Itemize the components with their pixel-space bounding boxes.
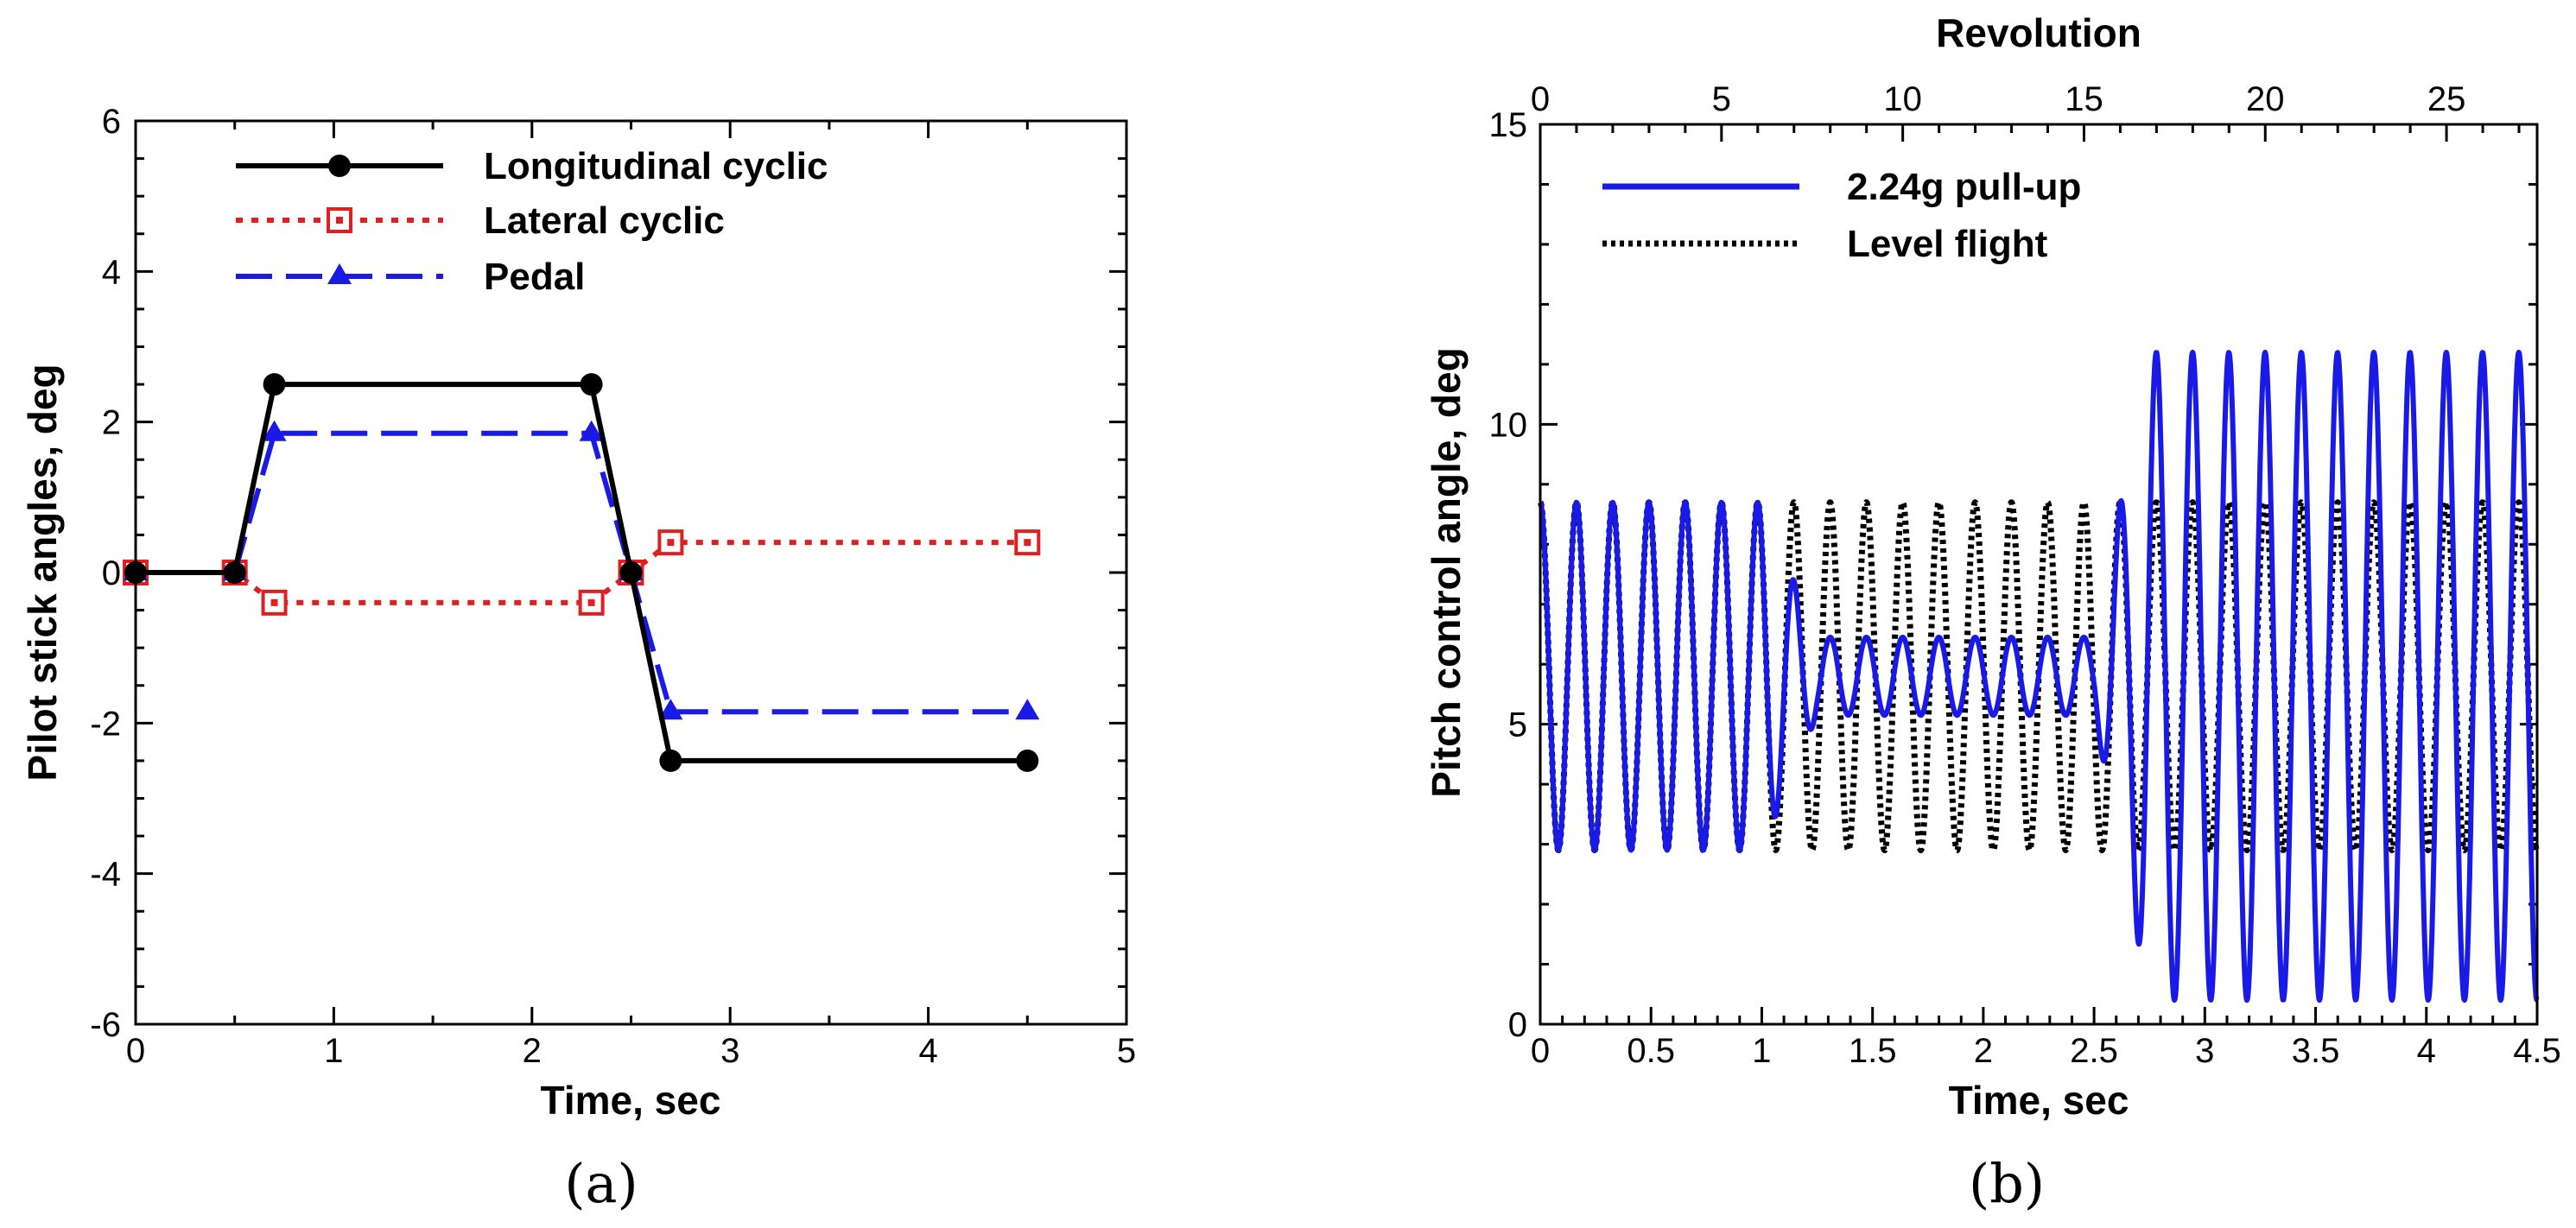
- panel-b-top-x-axis-title: Revolution: [1936, 10, 2141, 55]
- panel-b-y-tick-labels: 0 5 10 15: [1489, 106, 1528, 1044]
- legend-label-pedal: Pedal: [484, 256, 585, 298]
- data-point-lateral-cyclic-dot: [587, 598, 595, 606]
- panel-a-x-tick-label: 0: [126, 1032, 145, 1070]
- panel-b-series: [1537, 350, 2540, 1003]
- series-line-2-24g-pull-up: [1538, 350, 2540, 1003]
- data-point-lateral-cyclic-dot: [270, 598, 278, 606]
- legend-label-pull-up: 2.24g pull-up: [1847, 166, 2081, 208]
- data-point-pedal: [658, 699, 683, 720]
- panel-a-x-tick-label: 1: [324, 1032, 343, 1070]
- panel-a-y-tick-label: 0: [102, 554, 121, 592]
- panel-b-x-tick-label: 2: [1974, 1032, 1993, 1070]
- panel-a-y-axis-title: Pilot stick angles, deg: [20, 364, 65, 781]
- panel-a-label: (a): [564, 1152, 638, 1215]
- panel-b-top-x-tick-label: 10: [1883, 80, 1922, 118]
- data-point-pedal: [579, 420, 604, 441]
- panel-a-y-tick-label: 6: [102, 103, 121, 141]
- panel-a-x-tick-label: 4: [918, 1032, 937, 1070]
- panel-a-chart: 0 1 2 3 4 5 -6 -4 -2 0 2 4 6 Time, sec P…: [20, 103, 1136, 1123]
- panel-a-y-tick-label: -2: [90, 705, 121, 743]
- panel-a-y-tick-label: -4: [90, 856, 121, 894]
- panel-b-x-tick-label: 4.5: [2513, 1032, 2561, 1070]
- data-point-longitudinal-cyclic: [223, 561, 246, 584]
- panel-b-x-tick-label: 4: [2417, 1032, 2436, 1070]
- panel-a-frame: [134, 119, 1128, 1026]
- panel-b-x-tick-label: 3: [2195, 1032, 2214, 1070]
- panel-b-top-x-tick-label: 5: [1712, 80, 1731, 118]
- panel-b-top-x-tick-label: 25: [2427, 80, 2466, 118]
- panel-a-x-axis-title: Time, sec: [541, 1078, 721, 1123]
- panel-b-frame: [1539, 123, 2539, 1026]
- data-point-longitudinal-cyclic: [659, 749, 682, 772]
- panel-a-y-tick-label: -6: [90, 1006, 121, 1044]
- data-point-pedal: [262, 420, 287, 441]
- panel-b-chart: 0 0.5 1 1.5 2 2.5 3 3.5 4 4.5 0 5 10 15 …: [1424, 10, 2561, 1123]
- panel-b-x-tick-label: 1: [1752, 1032, 1771, 1070]
- panel-b-x-tick-label: 3.5: [2292, 1032, 2340, 1070]
- legend-marker-longitudinal-cyclic: [328, 155, 351, 177]
- panel-b-label: (b): [1969, 1152, 2045, 1215]
- data-point-longitudinal-cyclic: [1016, 749, 1039, 772]
- legend-marker-lateral-cyclic: [327, 207, 352, 233]
- panel-a-x-tick-label: 3: [720, 1032, 739, 1070]
- legend-marker-lateral-cyclic-dot: [336, 217, 343, 224]
- data-point-longitudinal-cyclic: [263, 373, 286, 396]
- panel-b-y-tick-label: 0: [1508, 1006, 1527, 1044]
- panel-a-y-tick-label: 2: [102, 404, 121, 442]
- panel-a-y-tick-labels: -6 -4 -2 0 2 4 6: [90, 103, 121, 1044]
- panel-a-x-tick-label: 5: [1117, 1032, 1136, 1070]
- panel-b-top-x-tick-label: 15: [2065, 80, 2103, 118]
- panel-a-x-tick-labels: 0 1 2 3 4 5: [126, 1032, 1136, 1070]
- legend-label-level-flight: Level flight: [1847, 223, 2048, 265]
- panel-b-y-axis-title: Pitch control angle, deg: [1424, 347, 1469, 797]
- data-point-pedal: [1015, 699, 1040, 720]
- panel-a-x-tick-label: 2: [523, 1032, 542, 1070]
- panel-b-x-tick-label: 2.5: [2070, 1032, 2118, 1070]
- panel-b-y-tick-label: 5: [1508, 706, 1527, 744]
- panel-a-legend: Longitudinal cyclic Lateral cyclic Pedal: [236, 145, 828, 298]
- panel-b-y-tick-label: 10: [1489, 406, 1528, 444]
- data-point-lateral-cyclic-dot: [1024, 539, 1031, 547]
- panel-b-x-tick-labels: 0 0.5 1 1.5 2 2.5 3 3.5 4 4.5: [1531, 1032, 2561, 1070]
- panel-b-x-tick-label: 0.5: [1627, 1032, 1675, 1070]
- panel-b-y-tick-label: 15: [1489, 106, 1528, 144]
- legend-marker-pedal: [327, 263, 352, 284]
- panel-b-x-tick-label: 1.5: [1849, 1032, 1897, 1070]
- panel-a-y-tick-label: 4: [102, 253, 121, 291]
- panel-b-x-axis-title: Time, sec: [1949, 1078, 2129, 1123]
- panel-b-x-tick-label: 0: [1531, 1032, 1550, 1070]
- panel-b-top-x-tick-label: 0: [1531, 80, 1550, 118]
- legend-label-longitudinal-cyclic: Longitudinal cyclic: [484, 145, 828, 187]
- legend-label-lateral-cyclic: Lateral cyclic: [484, 199, 725, 242]
- data-point-longitudinal-cyclic: [619, 561, 643, 584]
- data-point-longitudinal-cyclic: [580, 373, 603, 396]
- data-point-lateral-cyclic-dot: [667, 539, 675, 547]
- panel-b-legend: 2.24g pull-up Level flight: [1602, 166, 2081, 265]
- panel-b-top-x-tick-labels: 0 5 10 15 20 25: [1531, 80, 2465, 118]
- panel-b-top-x-tick-label: 20: [2246, 80, 2285, 118]
